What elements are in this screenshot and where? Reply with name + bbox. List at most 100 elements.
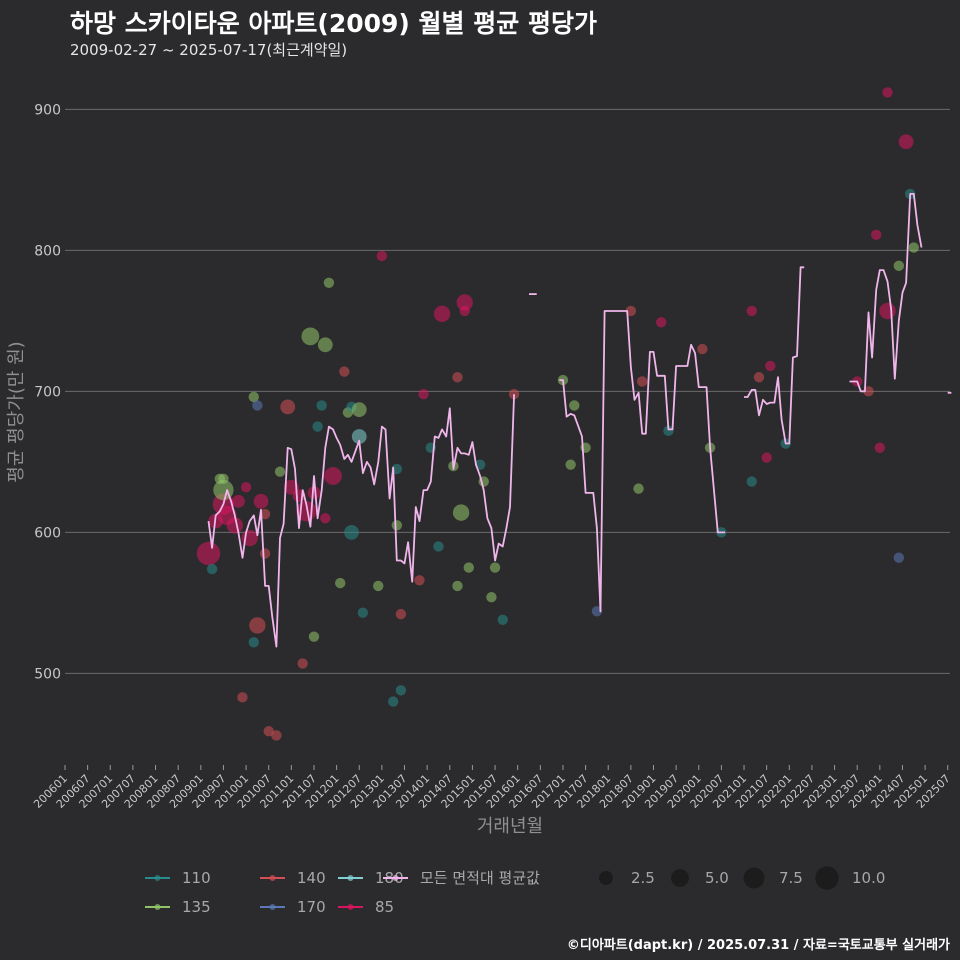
point-140-14 — [249, 617, 266, 634]
legend-dot-85 — [347, 904, 354, 910]
point-135-99 — [908, 242, 919, 253]
y-tick-label-600: 600 — [34, 525, 61, 541]
point-85-86 — [765, 360, 776, 372]
legend-size-dot-1 — [671, 869, 689, 887]
y-tick-label-800: 800 — [34, 243, 61, 259]
point-135-76 — [633, 483, 644, 494]
point-170-96 — [893, 552, 905, 563]
point-140-52 — [414, 575, 425, 586]
legend-label-avg: 모든 면적대 평균값 — [420, 869, 540, 887]
grid-lines — [65, 108, 950, 674]
point-110-55 — [433, 541, 444, 552]
point-85-97 — [898, 134, 914, 150]
point-140-69 — [508, 388, 520, 400]
point-135-59 — [452, 504, 470, 521]
point-85-87 — [761, 452, 772, 463]
legend-label-85: 85 — [375, 898, 394, 916]
point-135-62 — [452, 580, 463, 592]
point-140-50 — [395, 608, 407, 620]
point-85-94 — [882, 87, 893, 98]
point-140-80 — [697, 343, 708, 355]
legend-size-dot-3 — [815, 866, 839, 890]
point-85-9 — [231, 494, 245, 508]
point-140-10 — [237, 692, 248, 703]
legend-dot-110 — [154, 875, 161, 881]
point-140-21 — [271, 730, 282, 741]
point-135-67 — [489, 562, 501, 573]
point-85-60 — [456, 294, 473, 311]
legend-label-140: 140 — [297, 869, 326, 887]
point-140-19 — [259, 548, 271, 559]
point-85-78 — [655, 317, 667, 328]
point-85-46 — [376, 250, 388, 262]
y-tick-label-900: 900 — [34, 102, 61, 118]
point-140-27 — [297, 658, 308, 669]
legend-size-label-0: 2.5 — [631, 869, 655, 887]
legend-size-dot-0 — [599, 871, 613, 885]
point-135-95 — [893, 260, 905, 272]
point-170-17 — [252, 400, 263, 411]
point-85-0 — [196, 541, 221, 566]
y-tick-labels: 500 600 700 800 900 — [34, 102, 61, 682]
point-140-38 — [339, 366, 350, 377]
chart-subtitle: 2009-02-27 ~ 2025-07-17(최근계약일) — [70, 41, 348, 59]
x-tick-labels: 2006012006072007012007072008012008072009… — [31, 765, 953, 811]
point-135-66 — [486, 592, 497, 603]
point-135-32 — [317, 337, 333, 353]
point-140-20 — [263, 725, 274, 737]
legend-dot-135 — [154, 904, 161, 910]
legend-dot-avg — [392, 875, 399, 881]
point-85-36 — [324, 467, 342, 485]
point-135-6 — [218, 473, 229, 484]
legend-dot-180 — [347, 875, 354, 881]
point-135-29 — [308, 631, 320, 642]
average-line-segment-0 — [207, 394, 515, 648]
point-135-16 — [248, 391, 259, 403]
average-line-segment-4 — [849, 192, 923, 393]
point-140-18 — [259, 508, 271, 520]
y-axis-label: 평균 평당가(만 원) — [6, 341, 27, 482]
point-140-23 — [280, 399, 296, 415]
point-140-77 — [636, 376, 648, 387]
point-135-37 — [335, 577, 346, 589]
point-110-44 — [357, 607, 369, 618]
point-135-45 — [373, 580, 384, 592]
chart-caption: ©디아파트(dapt.kr) / 2025.07.31 / 자료=국토교통부 실… — [566, 938, 950, 953]
point-135-22 — [274, 466, 286, 477]
point-85-35 — [320, 513, 331, 524]
legend-size-label-1: 5.0 — [705, 869, 729, 887]
point-85-8 — [226, 517, 243, 534]
point-110-7 — [206, 563, 218, 575]
point-85-56 — [433, 305, 451, 323]
point-135-34 — [323, 277, 335, 288]
point-110-84 — [746, 476, 757, 487]
point-85-93 — [879, 302, 896, 320]
point-135-42 — [351, 402, 367, 418]
average-line-segment-2 — [559, 310, 725, 613]
point-140-85 — [753, 372, 765, 383]
data-points — [196, 87, 919, 741]
point-85-83 — [746, 305, 757, 317]
point-180-43 — [351, 429, 367, 444]
point-110-48 — [395, 685, 407, 696]
legend-dot-140 — [269, 875, 276, 881]
point-85-61 — [459, 305, 470, 317]
point-85-53 — [418, 388, 429, 400]
point-110-47 — [387, 696, 399, 707]
point-110-31 — [312, 421, 323, 432]
legend-label-135: 135 — [182, 898, 211, 916]
point-140-57 — [452, 372, 463, 383]
legend-dot-170 — [269, 904, 276, 910]
legend-label-170: 170 — [297, 898, 326, 916]
point-85-91 — [871, 229, 882, 241]
point-110-68 — [497, 614, 508, 625]
point-135-63 — [463, 562, 474, 573]
point-110-79 — [663, 425, 674, 437]
average-line — [207, 192, 952, 648]
point-85-12 — [240, 482, 252, 493]
point-85-92 — [874, 442, 886, 453]
point-85-13 — [253, 493, 269, 509]
y-tick-label-700: 700 — [34, 384, 61, 400]
